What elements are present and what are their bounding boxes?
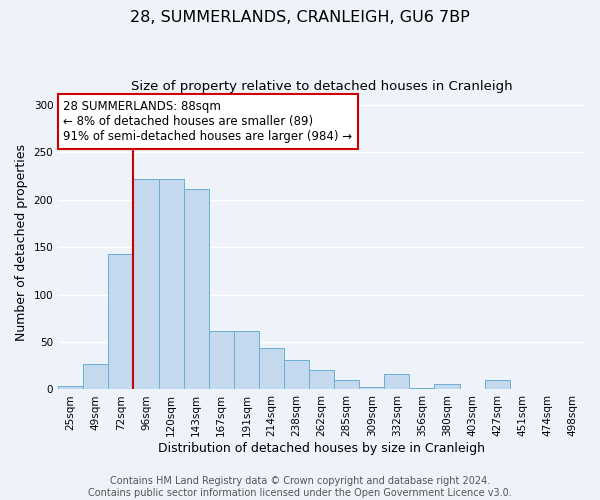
Bar [83,364,109,390]
Text: Contains HM Land Registry data © Crown copyright and database right 2024.
Contai: Contains HM Land Registry data © Crown c… [88,476,512,498]
Bar [510,388,535,390]
Bar [359,386,385,390]
Bar [158,179,184,390]
Bar [560,388,585,390]
Bar [334,380,359,390]
Bar [385,374,409,390]
Bar [133,179,158,390]
Bar [109,254,133,390]
Bar [409,388,434,390]
X-axis label: Distribution of detached houses by size in Cranleigh: Distribution of detached houses by size … [158,442,485,455]
Bar [209,330,234,390]
Y-axis label: Number of detached properties: Number of detached properties [15,144,28,341]
Bar [184,190,209,390]
Bar [309,370,334,390]
Bar [434,384,460,390]
Text: 28, SUMMERLANDS, CRANLEIGH, GU6 7BP: 28, SUMMERLANDS, CRANLEIGH, GU6 7BP [130,10,470,25]
Title: Size of property relative to detached houses in Cranleigh: Size of property relative to detached ho… [131,80,512,93]
Bar [259,348,284,390]
Bar [284,360,309,390]
Bar [234,330,259,390]
Bar [460,388,485,390]
Bar [485,380,510,390]
Bar [58,386,83,390]
Text: 28 SUMMERLANDS: 88sqm
← 8% of detached houses are smaller (89)
91% of semi-detac: 28 SUMMERLANDS: 88sqm ← 8% of detached h… [64,100,353,143]
